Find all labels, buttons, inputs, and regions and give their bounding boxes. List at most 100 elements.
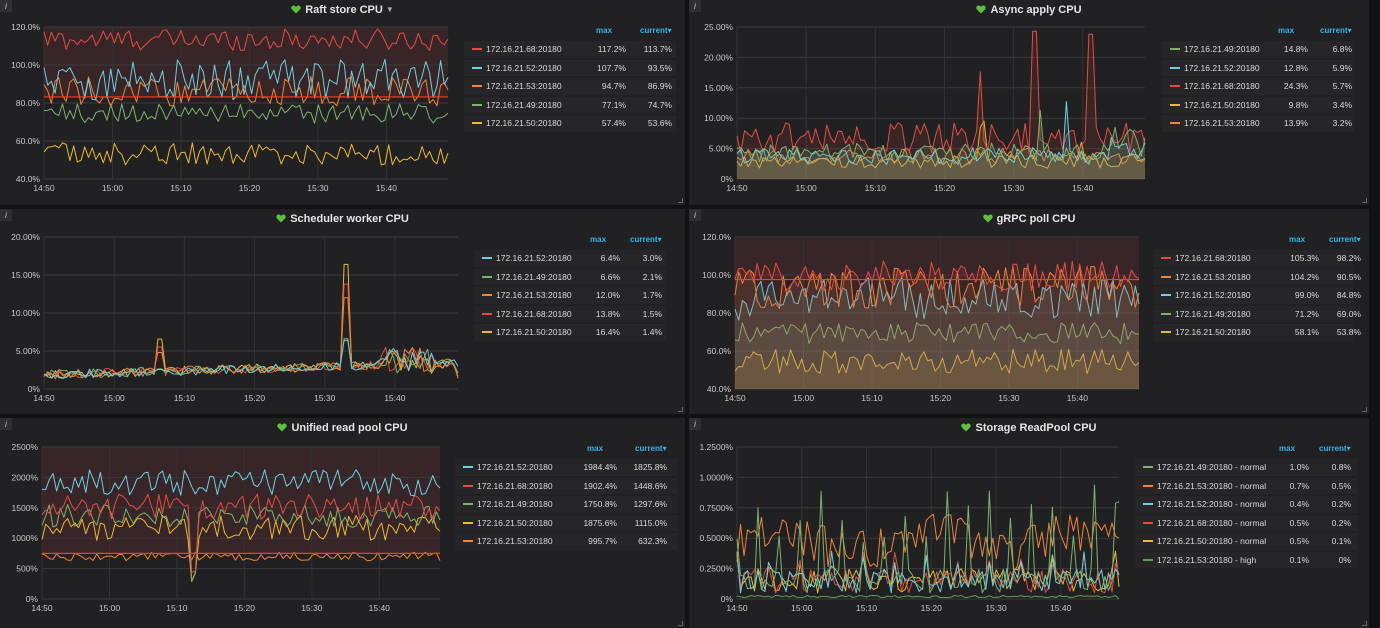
- legend-item[interactable]: 172.16.21.52:20180 6.4% 3.0%: [474, 249, 666, 268]
- legend-header-current[interactable]: current▾: [630, 235, 662, 244]
- timeseries-chart[interactable]: 120.0% 100.0% 80.0% 60.0% 40.0%14:50 15:00 15:…: [0, 0, 685, 205]
- legend-color-swatch[interactable]: [482, 275, 492, 278]
- legend-color-swatch[interactable]: [1170, 103, 1180, 106]
- legend-color-swatch[interactable]: [1170, 85, 1180, 87]
- legend-item[interactable]: 172.16.21.50:20180 - normal 0.5% 0.1%: [1135, 532, 1357, 551]
- legend-item[interactable]: 172.16.21.68:20180 24.3% 5.7%: [1162, 77, 1354, 96]
- panel-title[interactable]: gRPC poll CPU: [689, 213, 1369, 225]
- legend-item[interactable]: 172.16.21.68:20180 13.8% 1.5%: [474, 305, 666, 324]
- legend-color-swatch[interactable]: [1161, 294, 1171, 296]
- legend-item[interactable]: 172.16.21.68:20180 105.3% 98.2%: [1153, 249, 1361, 268]
- legend-item[interactable]: 172.16.21.49:20180 77.1% 74.7%: [464, 96, 676, 115]
- panel-storage-readpool-cpu[interactable]: i Storage ReadPool CPU 1.2500% 1.0000% 0.750…: [689, 418, 1369, 628]
- legend-header-max[interactable]: max: [596, 26, 613, 35]
- legend-header-max[interactable]: max: [1289, 235, 1306, 244]
- legend-color-swatch[interactable]: [472, 66, 482, 69]
- legend-color-swatch[interactable]: [1143, 558, 1153, 561]
- legend-header-current[interactable]: current▾: [1320, 26, 1352, 35]
- resize-handle[interactable]: [1362, 407, 1367, 412]
- timeseries-chart[interactable]: 25.00% 20.00% 15.00% 10.00% 5.00% 0%14:50 15:0…: [689, 0, 1369, 205]
- legend-color-swatch[interactable]: [463, 484, 473, 487]
- resize-handle[interactable]: [678, 407, 683, 412]
- legend-item[interactable]: 172.16.21.50:20180 16.4% 1.4%: [474, 323, 666, 342]
- timeseries-chart[interactable]: 120.0% 100.0% 80.0% 60.0% 40.0%14:50 15:00 15:…: [689, 209, 1369, 414]
- legend-item[interactable]: 172.16.21.68:20180 1902.4% 1448.6%: [455, 477, 677, 496]
- legend-item[interactable]: 172.16.21.53:20180 94.7% 86.9%: [464, 77, 676, 96]
- info-icon[interactable]: i: [0, 0, 12, 12]
- legend-item[interactable]: 172.16.21.50:20180 58.1% 53.8%: [1153, 323, 1361, 342]
- chevron-down-icon[interactable]: ▼: [385, 5, 394, 14]
- legend-item[interactable]: 172.16.21.50:20180 57.4% 53.6%: [464, 114, 676, 133]
- legend-item[interactable]: 172.16.21.49:20180 71.2% 69.0%: [1153, 305, 1361, 324]
- legend-item[interactable]: 172.16.21.53:20180 - high 0.1% 0%: [1135, 551, 1357, 570]
- panel-raft-store-cpu[interactable]: i Raft store CPU ▼ 120.0% 100.0% 80.0% 60.0% 40…: [0, 0, 685, 205]
- legend-color-swatch[interactable]: [482, 257, 492, 259]
- legend-header-max[interactable]: max: [1279, 444, 1296, 453]
- legend-color-swatch[interactable]: [463, 503, 473, 505]
- legend-color-swatch[interactable]: [1170, 66, 1180, 69]
- legend-item[interactable]: 172.16.21.52:20180 12.8% 5.9%: [1162, 59, 1354, 78]
- legend-color-swatch[interactable]: [1143, 521, 1153, 524]
- legend-color-swatch[interactable]: [1143, 466, 1153, 468]
- legend-color-swatch[interactable]: [1161, 275, 1171, 278]
- info-icon[interactable]: i: [689, 418, 701, 430]
- panel-unified-read-pool-cpu[interactable]: i Unified read pool CPU 2500% 2000% 1500% 100…: [0, 418, 685, 628]
- panel-scheduler-worker-cpu[interactable]: i Scheduler worker CPU 20.00% 15.00% 10.00% 5…: [0, 209, 685, 414]
- legend-color-swatch[interactable]: [463, 540, 473, 542]
- legend-color-swatch[interactable]: [1143, 540, 1153, 542]
- legend-header-max[interactable]: max: [590, 235, 607, 244]
- resize-handle[interactable]: [678, 198, 683, 203]
- info-icon[interactable]: i: [689, 0, 701, 12]
- legend-item[interactable]: 172.16.21.53:20180 12.0% 1.7%: [474, 286, 666, 305]
- legend-color-swatch[interactable]: [1161, 331, 1171, 333]
- legend-item[interactable]: 172.16.21.52:20180 99.0% 84.8%: [1153, 286, 1361, 305]
- legend-color-swatch[interactable]: [1161, 257, 1171, 259]
- resize-handle[interactable]: [1362, 198, 1367, 203]
- legend-color-swatch[interactable]: [463, 521, 473, 524]
- legend-item[interactable]: 172.16.21.53:20180 13.9% 3.2%: [1162, 114, 1354, 133]
- info-icon[interactable]: i: [0, 418, 12, 430]
- legend-item[interactable]: 172.16.21.50:20180 1875.6% 1115.0%: [455, 514, 677, 533]
- legend-item[interactable]: 172.16.21.53:20180 104.2% 90.5%: [1153, 268, 1361, 287]
- timeseries-chart[interactable]: 2500% 2000% 1500% 1000% 500% 0%14:50 15:00 15:1…: [0, 418, 685, 628]
- legend-color-swatch[interactable]: [1170, 122, 1180, 124]
- panel-async-apply-cpu[interactable]: i Async apply CPU 25.00% 20.00% 15.00% 10.00%…: [689, 0, 1369, 205]
- legend-item[interactable]: 172.16.21.53:20180 995.7% 632.3%: [455, 532, 677, 551]
- info-icon[interactable]: i: [0, 209, 12, 221]
- legend-header-current[interactable]: current▾: [1319, 444, 1351, 453]
- resize-handle[interactable]: [1362, 621, 1367, 626]
- legend-item[interactable]: 172.16.21.49:20180 1750.8% 1297.6%: [455, 495, 677, 514]
- legend-item[interactable]: 172.16.21.52:20180 107.7% 93.5%: [464, 59, 676, 78]
- legend-color-swatch[interactable]: [1143, 503, 1153, 505]
- legend-color-swatch[interactable]: [472, 103, 482, 106]
- legend-color-swatch[interactable]: [472, 48, 482, 50]
- legend-color-swatch[interactable]: [1170, 48, 1180, 50]
- panel-title[interactable]: Storage ReadPool CPU: [689, 422, 1369, 434]
- info-icon[interactable]: i: [689, 209, 701, 221]
- panel-title[interactable]: Unified read pool CPU: [0, 422, 685, 434]
- legend-header-current[interactable]: current▾: [635, 444, 667, 453]
- timeseries-chart[interactable]: 1.2500%1.0000%0.7500%0.5000%0.2500%0%14:…: [689, 418, 1369, 628]
- legend-item[interactable]: 172.16.21.50:20180 9.8% 3.4%: [1162, 96, 1354, 115]
- legend-header-current[interactable]: current▾: [640, 26, 672, 35]
- legend-header-max[interactable]: max: [587, 444, 604, 453]
- legend-color-swatch[interactable]: [1161, 312, 1171, 315]
- legend-item[interactable]: 172.16.21.68:20180 117.2% 113.7%: [464, 40, 676, 59]
- legend-color-swatch[interactable]: [482, 294, 492, 296]
- legend-color-swatch[interactable]: [482, 312, 492, 315]
- legend-item[interactable]: 172.16.21.52:20180 - normal 0.4% 0.2%: [1135, 495, 1357, 514]
- legend-color-swatch[interactable]: [1143, 484, 1153, 487]
- legend-item[interactable]: 172.16.21.49:20180 - normal 1.0% 0.8%: [1135, 458, 1357, 477]
- legend-color-swatch[interactable]: [463, 466, 473, 468]
- panel-grpc-poll-cpu[interactable]: i gRPC poll CPU 120.0% 100.0% 80.0% 60.0% 40.0…: [689, 209, 1369, 414]
- resize-handle[interactable]: [678, 621, 683, 626]
- legend-color-swatch[interactable]: [472, 85, 482, 87]
- legend-item[interactable]: 172.16.21.68:20180 - normal 0.5% 0.2%: [1135, 514, 1357, 533]
- legend-header-max[interactable]: max: [1278, 26, 1295, 35]
- timeseries-chart[interactable]: 20.00% 15.00% 10.00% 5.00% 0%14:50 15:00 15:10…: [0, 209, 685, 414]
- legend-item[interactable]: 172.16.21.52:20180 1984.4% 1825.8%: [455, 458, 677, 477]
- panel-title[interactable]: Scheduler worker CPU: [0, 213, 685, 225]
- legend-color-swatch[interactable]: [482, 331, 492, 333]
- legend-item[interactable]: 172.16.21.49:20180 14.8% 6.8%: [1162, 40, 1354, 59]
- legend-item[interactable]: 172.16.21.53:20180 - normal 0.7% 0.5%: [1135, 477, 1357, 496]
